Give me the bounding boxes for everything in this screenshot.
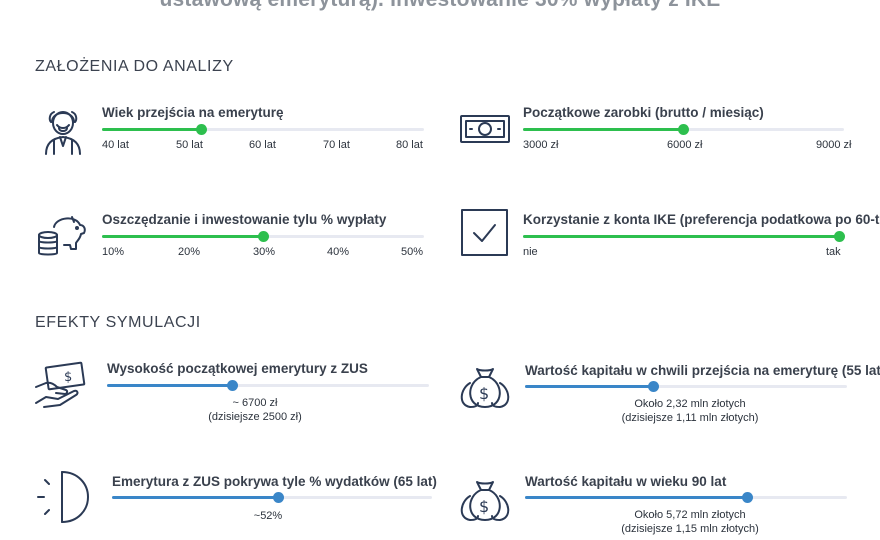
- capital-retirement-result-today: (dzisiejsze 1,11 mln złotych): [621, 412, 759, 424]
- salary-tick: 6000 zł: [667, 139, 703, 151]
- ike-slider[interactable]: [523, 231, 845, 242]
- capital-90-result-today: (dzisiejsze 1,15 mln złotych): [621, 523, 759, 535]
- savings-rate-tick: 30%: [253, 246, 276, 258]
- money-bags-icon: $: [456, 472, 514, 530]
- slider-handle: [741, 492, 753, 503]
- slider-handle[interactable]: [833, 231, 845, 242]
- savings-rate-tick: 40%: [327, 246, 350, 258]
- retirement-age-slider[interactable]: [102, 124, 424, 135]
- savings-rate-label: Oszczędzanie i inwestowanie tylu % wypła…: [102, 212, 387, 227]
- zus-pension-result: ~ 6700 zł (dzisiejsze 2500 zł): [185, 396, 325, 424]
- page-title: ustawową emeryturą). Inwestowanie 30% wy…: [0, 0, 880, 12]
- zus-coverage-result-value: ~52%: [253, 510, 283, 522]
- slider-fill: [102, 128, 202, 131]
- zus-pension-slider: [107, 380, 429, 391]
- ike-tick: tak: [826, 246, 841, 258]
- section-title-assumptions: ZAŁOŻENIA DO ANALIZY: [35, 58, 234, 75]
- retirement-age-label: Wiek przejścia na emeryturę: [102, 105, 284, 120]
- capital-retirement-result: Około 2,32 mln złotych (dzisiejsze 1,11 …: [590, 397, 790, 425]
- retirement-age-tick: 60 lat: [249, 139, 276, 151]
- slider-handle[interactable]: [678, 124, 689, 135]
- piggy-bank-coins-icon: [34, 207, 92, 265]
- banknote-icon: [456, 100, 514, 158]
- section-title-effects: EFEKTY SYMULACJI: [35, 314, 201, 331]
- slider-fill: [102, 235, 263, 238]
- checkbox-checked-icon: [456, 205, 514, 263]
- old-man-icon: [34, 100, 92, 158]
- retirement-age-tick: 70 lat: [323, 139, 350, 151]
- capital-90-label: Wartość kapitału w wieku 90 lat: [525, 474, 727, 489]
- capital-90-result: Około 5,72 mln złotych (dzisiejsze 1,15 …: [590, 508, 790, 536]
- zus-coverage-label: Emerytura z ZUS pokrywa tyle % wydatków …: [112, 474, 437, 489]
- slider-fill: [525, 496, 748, 499]
- savings-rate-tick: 50%: [401, 246, 424, 258]
- salary-tick: 3000 zł: [523, 139, 559, 151]
- svg-text:$: $: [64, 370, 72, 385]
- slider-fill: [107, 384, 233, 387]
- capital-retirement-slider: [525, 381, 847, 392]
- savings-rate-tick: 10%: [102, 246, 125, 258]
- slider-handle: [272, 492, 284, 503]
- slider-handle[interactable]: [257, 231, 269, 242]
- salary-slider[interactable]: [523, 124, 844, 135]
- zus-pension-result-value: ~ 6700 zł: [232, 397, 278, 409]
- capital-retirement-label: Wartość kapitału w chwili przejścia na e…: [525, 363, 880, 378]
- savings-rate-slider[interactable]: [102, 231, 424, 242]
- slider-fill: [523, 235, 839, 238]
- slider-fill: [112, 496, 279, 499]
- zus-coverage-result: ~52%: [228, 509, 308, 523]
- ike-label: Korzystanie z konta IKE (preferencja pod…: [523, 212, 880, 227]
- zus-pension-result-today: (dzisiejsze 2500 zł): [208, 411, 302, 423]
- savings-rate-tick: 20%: [178, 246, 201, 258]
- ike-tick: nie: [523, 246, 538, 258]
- slider-fill: [525, 385, 654, 388]
- svg-text:$: $: [479, 384, 489, 403]
- salary-label: Początkowe zarobki (brutto / miesiąc): [523, 105, 764, 120]
- slider-handle[interactable]: [196, 124, 208, 135]
- slider-handle: [227, 380, 239, 391]
- salary-tick: 9000 zł: [816, 139, 852, 151]
- slider-handle: [648, 381, 660, 392]
- capital-90-slider: [525, 492, 847, 503]
- retirement-age-tick: 40 lat: [102, 139, 129, 151]
- svg-text:$: $: [479, 497, 489, 516]
- retirement-age-tick: 50 lat: [176, 139, 203, 151]
- capital-retirement-result-value: Około 2,32 mln złotych: [634, 398, 746, 410]
- money-bags-icon: $: [456, 359, 514, 417]
- zus-pension-label: Wysokość początkowej emerytury z ZUS: [107, 361, 368, 376]
- half-clock-icon: [34, 468, 92, 526]
- capital-90-result-value: Około 5,72 mln złotych: [634, 509, 746, 521]
- zus-coverage-slider: [112, 492, 432, 503]
- retirement-age-tick: 80 lat: [396, 139, 423, 151]
- slider-fill: [523, 128, 684, 131]
- money-hand-icon: $: [32, 357, 90, 415]
